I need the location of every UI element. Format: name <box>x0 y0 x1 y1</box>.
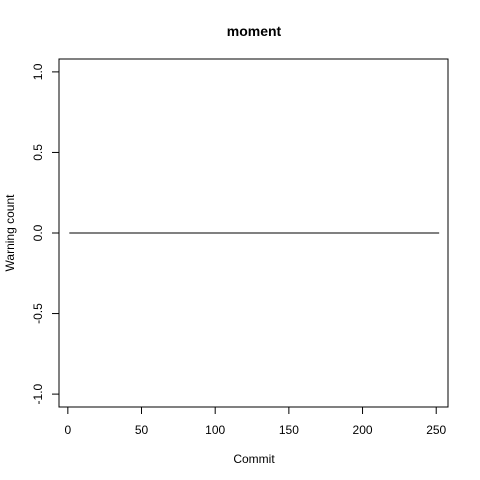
y-axis: -1.0 -0.5 0.0 0.5 1.0 <box>31 63 60 404</box>
y-tick-label: 0.0 <box>31 224 45 241</box>
x-tick-label: 150 <box>279 423 299 437</box>
y-tick-label: -0.5 <box>31 303 45 324</box>
x-tick-label: 200 <box>353 423 373 437</box>
x-tick-label: 50 <box>135 423 149 437</box>
x-tick-label: 100 <box>205 423 225 437</box>
x-tick-label: 250 <box>426 423 446 437</box>
y-tick-label: 0.5 <box>31 144 45 161</box>
x-axis: 0 50 100 150 200 250 <box>64 406 447 437</box>
x-axis-title: Commit <box>233 452 275 466</box>
y-axis-title: Warning count <box>3 194 17 272</box>
y-tick-label: -1.0 <box>31 383 45 404</box>
y-tick-label: 1.0 <box>31 63 45 80</box>
x-tick-label: 0 <box>64 423 71 437</box>
chart-title: moment <box>227 23 282 39</box>
